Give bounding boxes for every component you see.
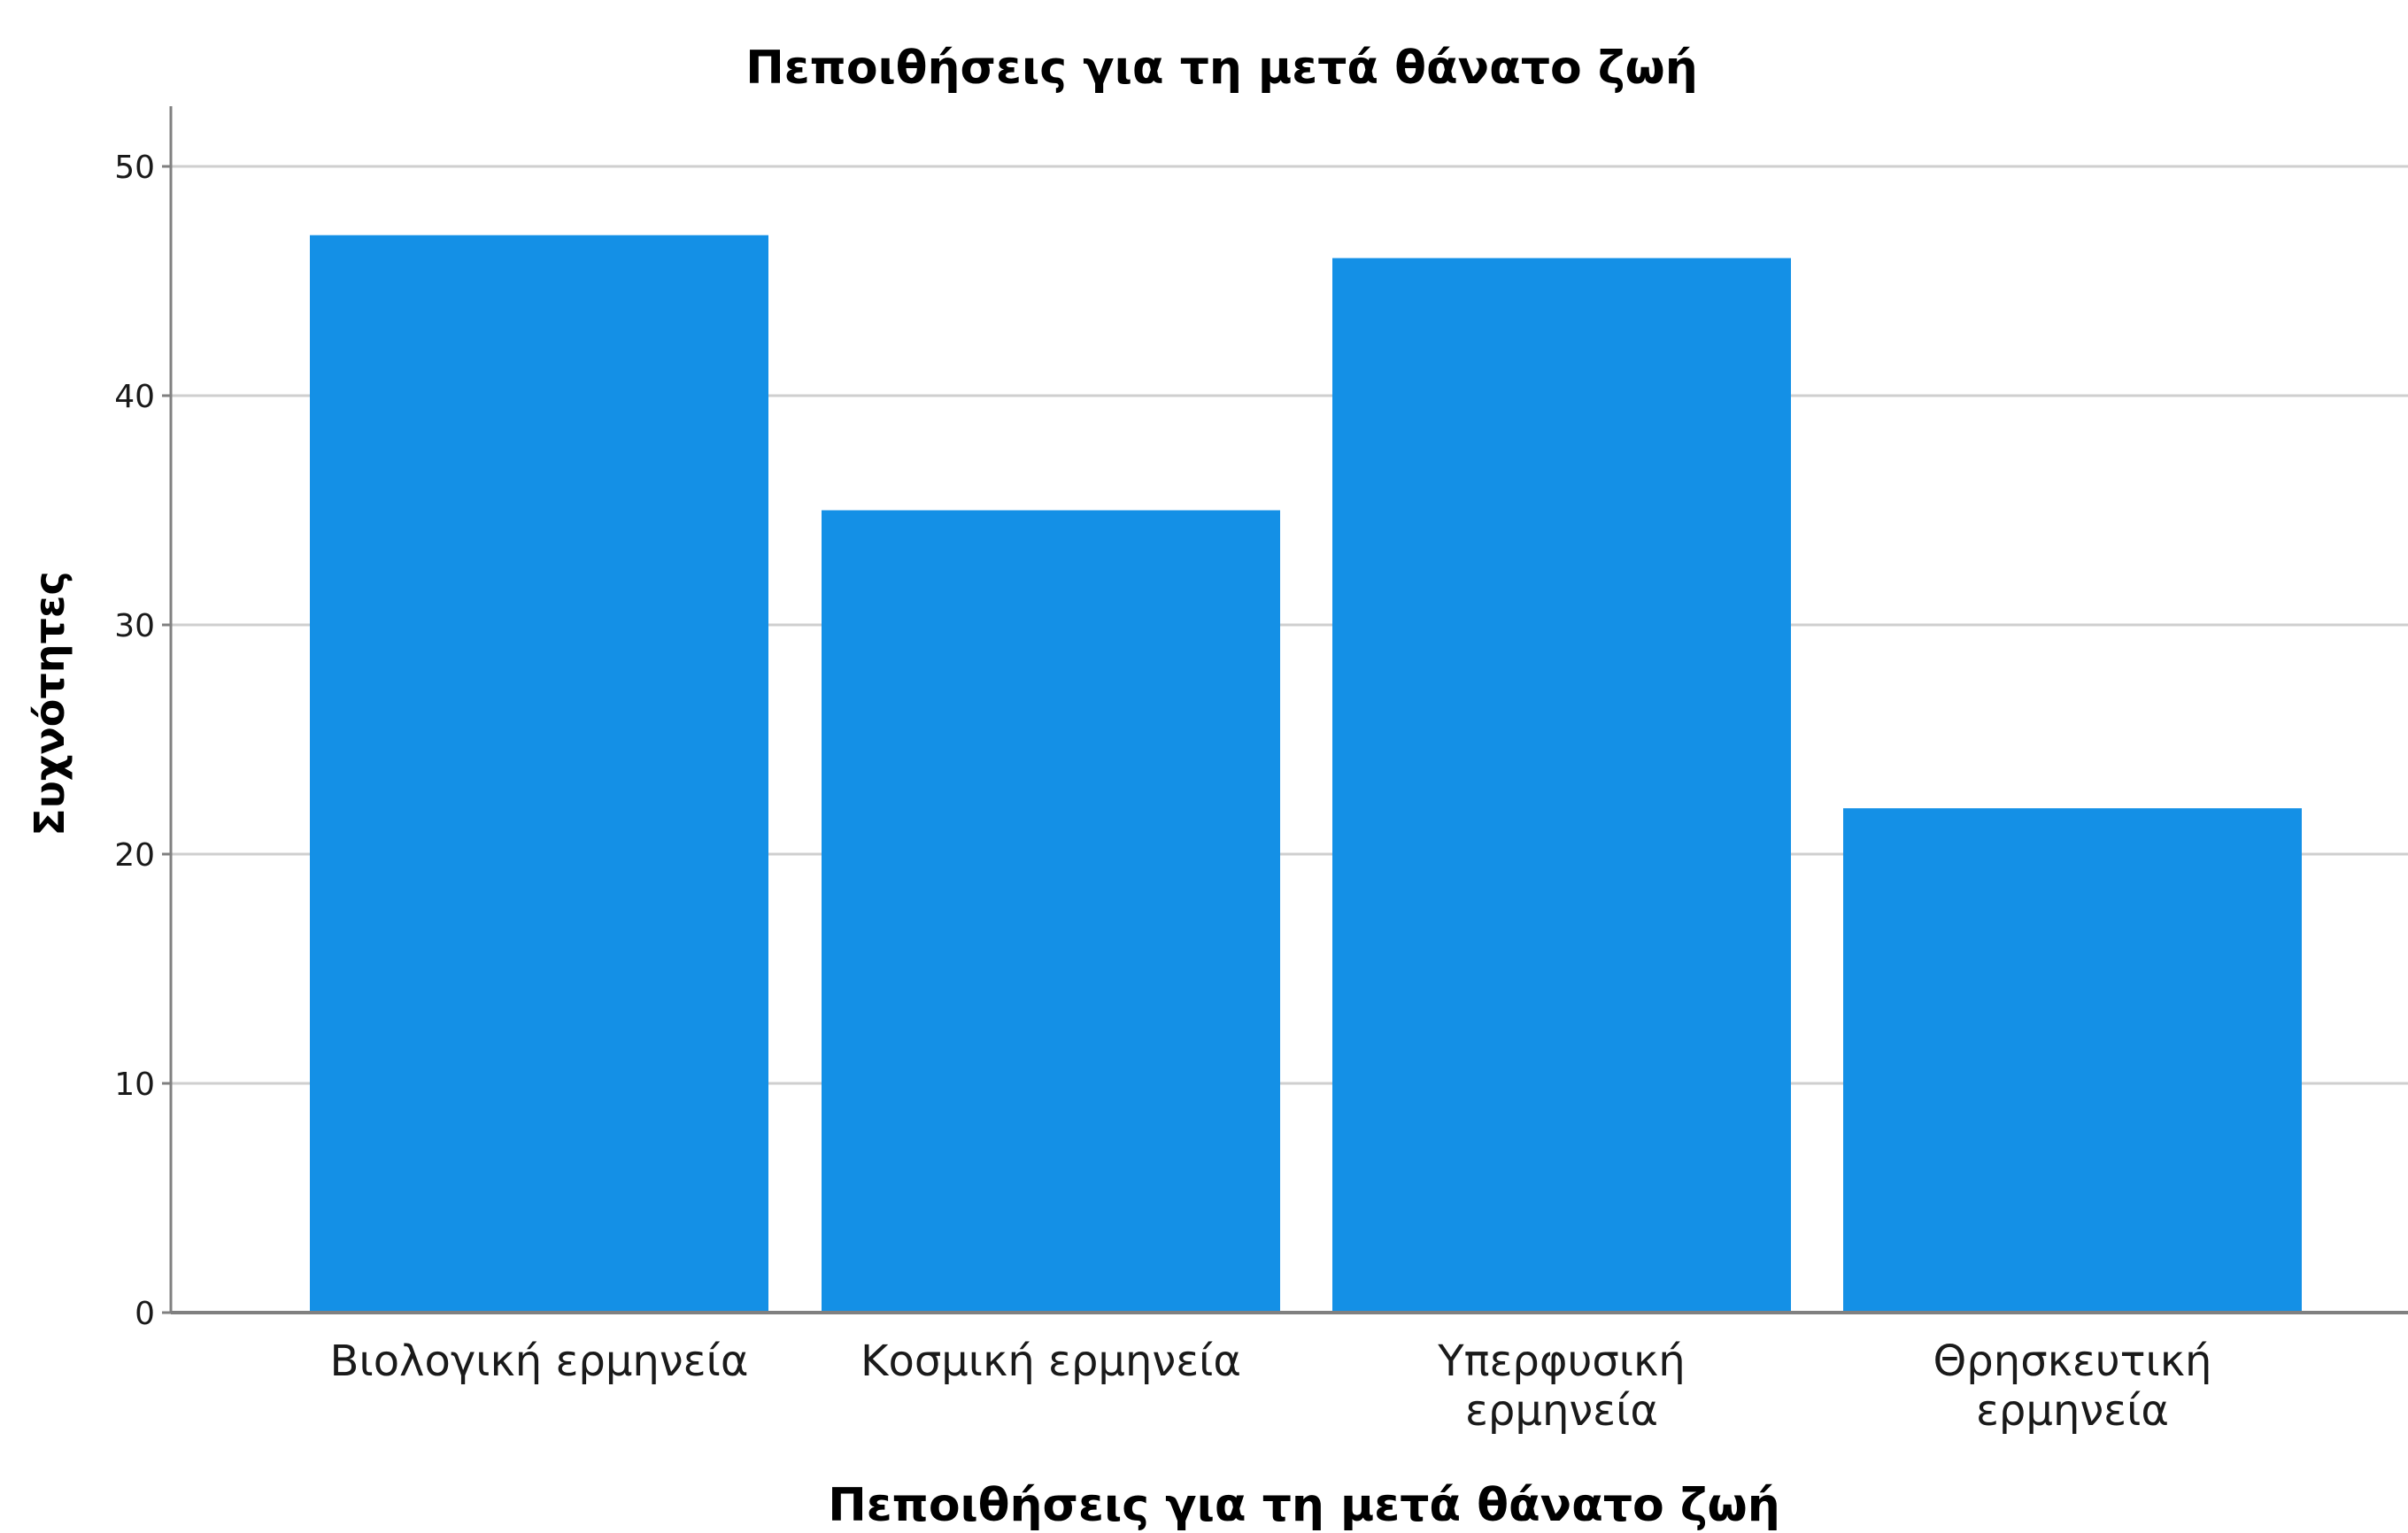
y-tick-label-30: 30 (114, 608, 155, 644)
x-category-label-4-line-2: ερμηνεία (1976, 1386, 2169, 1436)
x-axis-label: Πεποιθήσεις για τη μετά θάνατο ζωή (828, 1479, 1780, 1532)
y-tick-label-0: 0 (135, 1296, 155, 1332)
y-axis-label: Συχνότητες (26, 571, 73, 836)
x-category-labels: Βιολογική ερμηνεία Κοσμική ερμηνεία Υπερφυ… (330, 1337, 2212, 1436)
y-tick-label-10: 10 (114, 1067, 155, 1103)
bar-2 (822, 510, 1280, 1313)
y-tick-labels: 0 10 20 30 40 50 (114, 150, 155, 1332)
chart-title: Πεποιθήσεις για τη μετά θάνατο ζωή (745, 42, 1698, 95)
x-category-label-3-line-1: Υπερφυσική (1437, 1337, 1685, 1386)
y-tick-label-50: 50 (114, 150, 155, 186)
bars (310, 235, 2302, 1313)
x-category-label-1: Βιολογική ερμηνεία (330, 1337, 749, 1386)
bar-4 (1843, 808, 2302, 1313)
axes (162, 106, 2408, 1314)
bar-1 (310, 235, 768, 1313)
x-category-label-2: Κοσμική ερμηνεία (861, 1337, 1241, 1386)
x-category-label-3-line-2: ερμηνεία (1465, 1386, 1658, 1436)
bar-3 (1332, 258, 1791, 1313)
y-tick-label-20: 20 (114, 837, 155, 874)
x-category-label-4-line-1: Θρησκευτική (1933, 1337, 2212, 1386)
y-tick-label-40: 40 (114, 379, 155, 415)
